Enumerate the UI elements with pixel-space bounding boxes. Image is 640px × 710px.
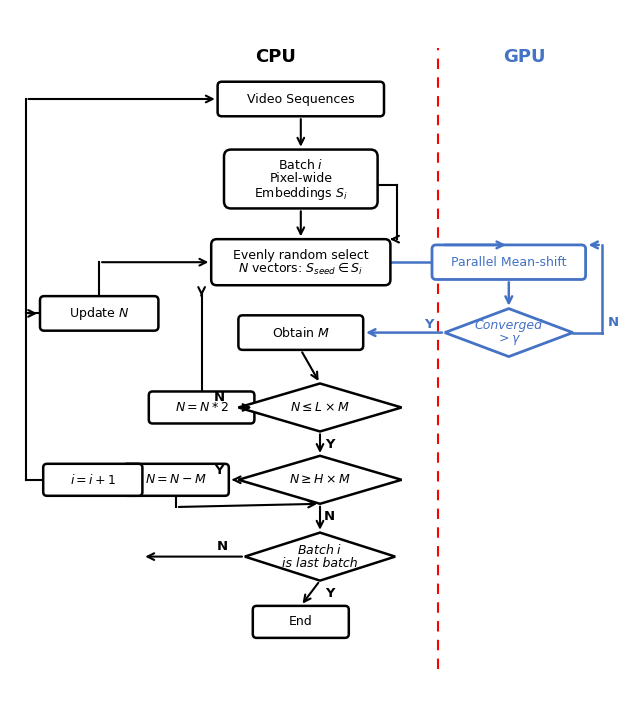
- FancyBboxPatch shape: [253, 606, 349, 638]
- Text: Y: Y: [424, 318, 433, 332]
- FancyBboxPatch shape: [224, 150, 378, 209]
- FancyBboxPatch shape: [432, 245, 586, 280]
- Text: $N$ vectors: $S_{seed} \in S_i$: $N$ vectors: $S_{seed} \in S_i$: [238, 261, 364, 278]
- FancyBboxPatch shape: [211, 239, 390, 285]
- Text: Y: Y: [214, 464, 224, 476]
- Text: $N = N * 2$: $N = N * 2$: [175, 401, 228, 414]
- Polygon shape: [245, 532, 395, 581]
- Text: Update $N$: Update $N$: [69, 305, 129, 322]
- Text: End: End: [289, 616, 313, 628]
- Text: Video Sequences: Video Sequences: [247, 92, 355, 106]
- Text: Batch $i$: Batch $i$: [298, 542, 342, 557]
- Text: $>\gamma$: $>\gamma$: [496, 332, 522, 347]
- FancyBboxPatch shape: [218, 82, 384, 116]
- FancyBboxPatch shape: [43, 464, 142, 496]
- Text: is last batch: is last batch: [282, 557, 358, 570]
- Text: $i = i + 1$: $i = i + 1$: [70, 473, 116, 487]
- Text: Y: Y: [325, 587, 334, 600]
- Polygon shape: [445, 309, 573, 356]
- Text: Y: Y: [325, 438, 334, 451]
- FancyBboxPatch shape: [238, 315, 363, 350]
- FancyBboxPatch shape: [148, 391, 254, 423]
- Text: $N \geq H \times M$: $N \geq H \times M$: [289, 474, 351, 486]
- Text: Batch $i$: Batch $i$: [278, 158, 323, 172]
- Text: N: N: [324, 510, 335, 523]
- FancyBboxPatch shape: [123, 464, 229, 496]
- Text: Converged: Converged: [475, 319, 543, 332]
- Text: Parallel Mean-shift: Parallel Mean-shift: [451, 256, 566, 268]
- Text: GPU: GPU: [504, 48, 546, 67]
- Text: Embeddings $S_i$: Embeddings $S_i$: [254, 185, 348, 202]
- Text: $N \leq L \times M$: $N \leq L \times M$: [291, 401, 349, 414]
- Text: $N = N - M$: $N = N - M$: [145, 474, 207, 486]
- Text: N: N: [217, 540, 228, 554]
- Polygon shape: [239, 456, 402, 504]
- Text: Pixel-wide: Pixel-wide: [269, 173, 332, 185]
- FancyBboxPatch shape: [40, 296, 159, 331]
- Text: Evenly random select: Evenly random select: [233, 248, 369, 262]
- Text: N: N: [607, 317, 619, 329]
- Text: Obtain $M$: Obtain $M$: [272, 326, 330, 339]
- Text: CPU: CPU: [255, 48, 296, 67]
- Polygon shape: [239, 383, 402, 432]
- Text: N: N: [214, 391, 225, 405]
